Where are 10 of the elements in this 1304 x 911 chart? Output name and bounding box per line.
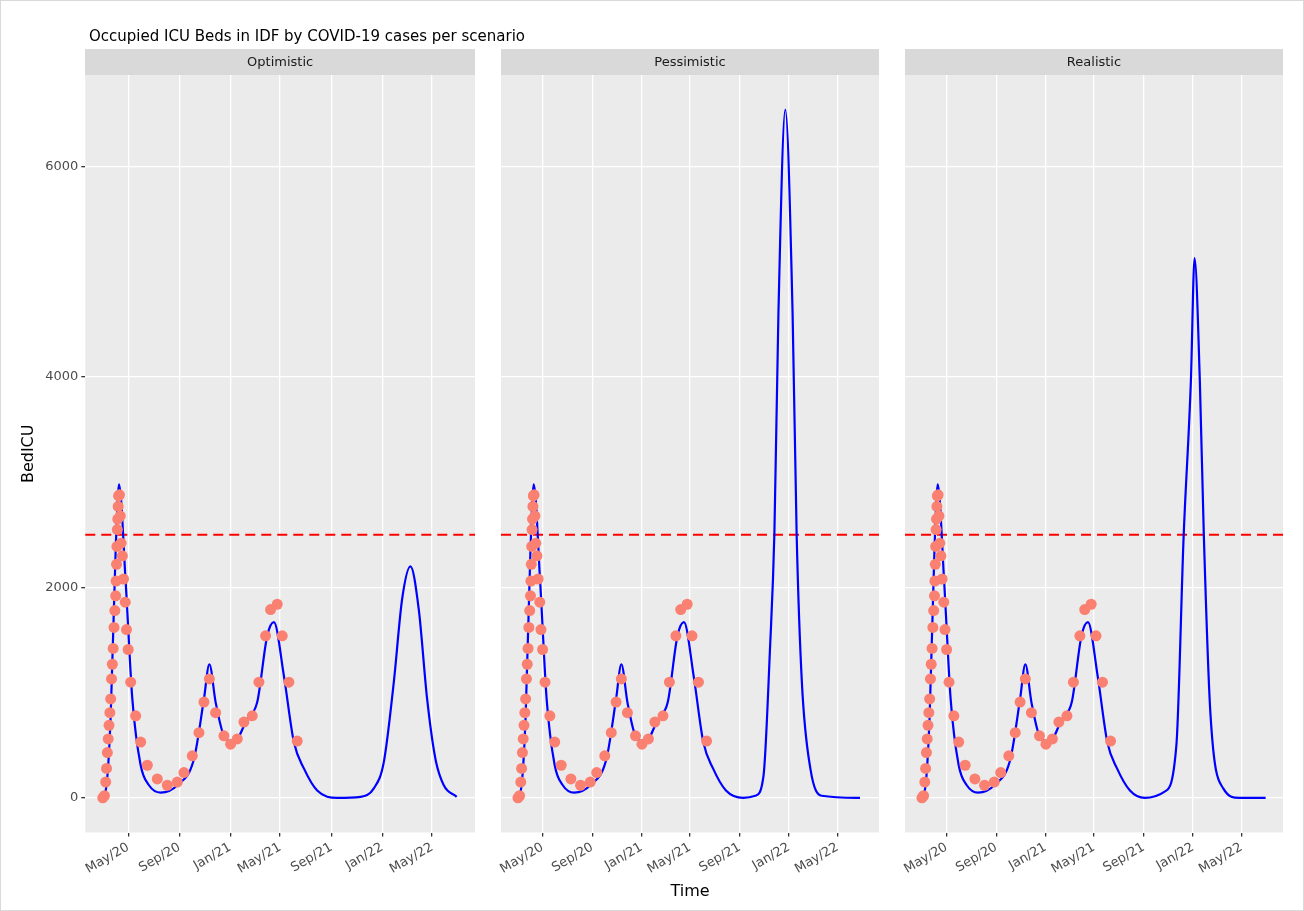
y-tick-label: 4000	[45, 368, 79, 384]
y-axis-title: BedICU	[17, 424, 37, 484]
y-tick-label: 6000	[45, 157, 79, 173]
chart-subtitle: Optimistic	[85, 49, 475, 75]
y-tick-label: 0	[70, 789, 79, 805]
chart-subtitle: Realistic	[905, 49, 1283, 75]
y-tick-label: 2000	[45, 578, 79, 594]
chart-title: Occupied ICU Beds in IDF by COVID-19 cases per scenario	[89, 27, 526, 45]
x-axis-title: Time	[669, 881, 711, 900]
chart-subtitle: Pessimistic	[501, 49, 879, 75]
